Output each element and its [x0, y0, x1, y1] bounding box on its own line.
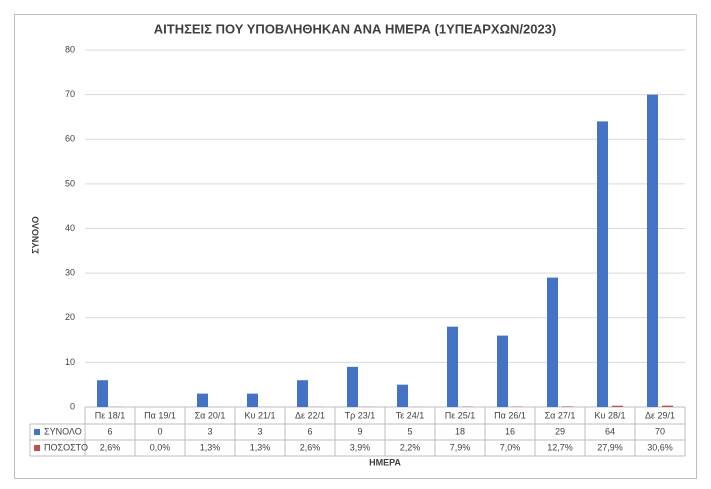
chart-title: ΑΙΤΗΣΕΙΣ ΠΟΥ ΥΠΟΒΛΗΘΗΚΑΝ ΑΝΑ ΗΜΕΡΑ (1ΥΠΕ…: [154, 21, 557, 36]
y-tick-label: 70: [65, 89, 75, 99]
legend-label: ΣΥΝΟΛΟ: [44, 426, 82, 436]
y-tick-label: 80: [65, 44, 75, 54]
bar: [662, 405, 673, 407]
x-tick-label: Τε 24/1: [396, 410, 425, 420]
x-tick-label: Σα 20/1: [195, 410, 226, 420]
table-value: 12,7%: [547, 442, 573, 452]
x-tick-label: Πα 26/1: [494, 410, 526, 420]
y-tick-label: 40: [65, 223, 75, 233]
bar: [97, 380, 108, 407]
table-value: 27,9%: [597, 442, 623, 452]
y-tick-label: 10: [65, 357, 75, 367]
bar: [547, 277, 558, 407]
table-value: 3: [207, 426, 212, 436]
x-axis-title: ΗΜΕΡΑ: [369, 457, 401, 467]
table-value: 5: [407, 426, 412, 436]
table-value: 3: [257, 426, 262, 436]
x-tick-label: Κυ 21/1: [245, 410, 276, 420]
bar: [397, 384, 408, 407]
table-value: 7,0%: [500, 442, 521, 452]
table-value: 3,9%: [350, 442, 371, 452]
bar: [297, 380, 308, 407]
y-tick-label: 20: [65, 312, 75, 322]
table-value: 1,3%: [250, 442, 271, 452]
legend-key: [34, 445, 40, 451]
table-value: 7,9%: [450, 442, 471, 452]
y-tick-label: 50: [65, 178, 75, 188]
bar: [447, 326, 458, 407]
x-tick-label: Πε 18/1: [95, 410, 126, 420]
table-value: 64: [605, 426, 615, 436]
table-value: 2,2%: [400, 442, 421, 452]
table-value: 18: [455, 426, 465, 436]
x-tick-label: Δε 29/1: [645, 410, 675, 420]
table-value: 70: [655, 426, 665, 436]
bar: [562, 406, 573, 407]
chart-border: [14, 14, 697, 479]
table-value: 29: [555, 426, 565, 436]
table-value: 1,3%: [200, 442, 221, 452]
table-value: 9: [357, 426, 362, 436]
table-value: 30,6%: [647, 442, 673, 452]
table-value: 16: [505, 426, 515, 436]
x-tick-label: Κυ 28/1: [595, 410, 626, 420]
y-tick-label: 60: [65, 134, 75, 144]
bar: [597, 121, 608, 408]
bar: [497, 335, 508, 407]
table-value: 2,6%: [300, 442, 321, 452]
y-axis-title: ΣΥΝΟΛΟ: [30, 216, 40, 253]
bar: [612, 405, 623, 407]
x-tick-label: Σα 27/1: [545, 410, 576, 420]
x-tick-label: Πε 25/1: [445, 410, 476, 420]
bar: [347, 366, 358, 407]
x-tick-label: Πα 19/1: [144, 410, 176, 420]
bar: [247, 393, 258, 407]
table-value: 0,0%: [150, 442, 171, 452]
table-value: 0: [157, 426, 162, 436]
x-tick-label: Τρ 23/1: [345, 410, 376, 420]
table-value: 6: [307, 426, 312, 436]
table-value: 2,6%: [100, 442, 121, 452]
legend-label: ΠΟΣΟΣΤΟ: [44, 442, 88, 452]
y-tick-label: 0: [70, 401, 75, 411]
x-tick-label: Δε 22/1: [295, 410, 325, 420]
bar: [647, 94, 658, 407]
bar: [197, 393, 208, 407]
table-value: 6: [107, 426, 112, 436]
legend-key: [34, 429, 40, 435]
y-tick-label: 30: [65, 268, 75, 278]
